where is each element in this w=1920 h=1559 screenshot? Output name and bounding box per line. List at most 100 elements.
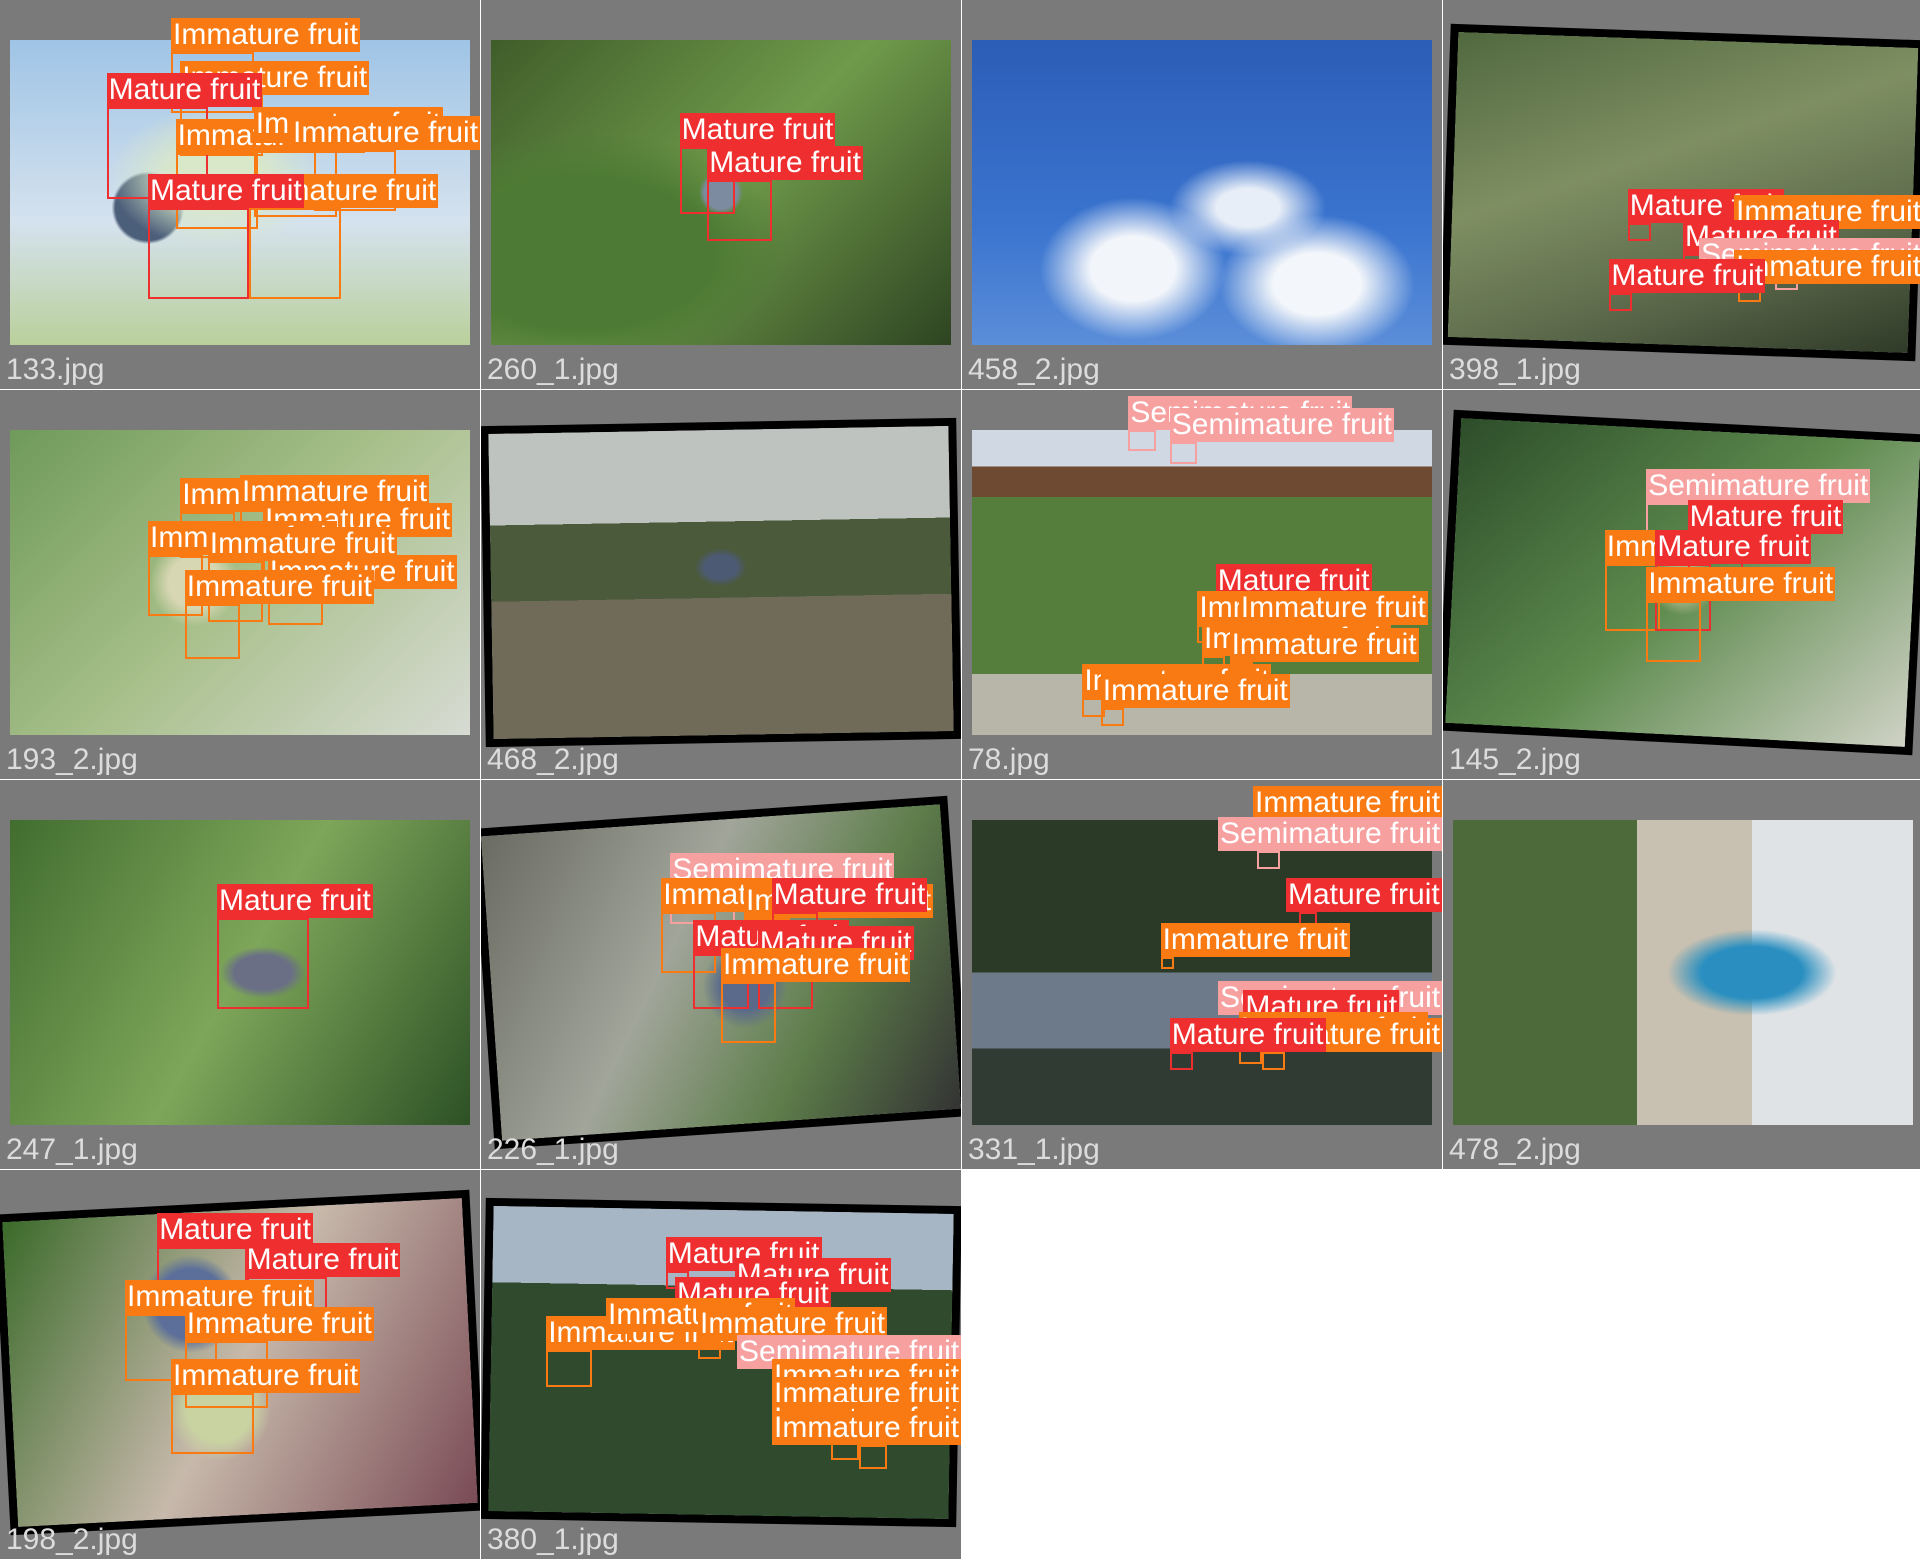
mosaic-tile: 380_1.jpg Mature fruit Mature fruit Mature … <box>481 1170 961 1559</box>
detection-label: Mature fruit <box>106 73 263 108</box>
detection-immature: Immature fruit <box>1238 591 1428 644</box>
detection-label: Immature fruit <box>171 1359 361 1393</box>
tile-filename: 458_2.jpg <box>968 353 1100 386</box>
bounding-box <box>1128 430 1156 452</box>
mosaic-tile: 331_1.jpg Immature fruit Semimature fruit M… <box>962 780 1442 1169</box>
detection-immature: Immature fruit <box>546 1316 736 1387</box>
detection-mature: Mature fruit <box>1609 259 1766 312</box>
detection-label: Immature fruit <box>1253 786 1442 820</box>
mosaic-tile: 193_2.jpg Immature fruit Immature fruit Imm… <box>0 390 480 779</box>
detection-label: Semimature fruit <box>1218 816 1442 851</box>
detection-mature: Mature fruit <box>1627 189 1784 242</box>
detection-label: Immature fruit <box>184 1307 374 1342</box>
detection-label: Mature fruit <box>1609 259 1766 294</box>
bounding-box <box>1627 223 1651 242</box>
detection-immature: Immature fruit <box>1646 566 1836 662</box>
bounding-box <box>606 1332 629 1351</box>
bounding-box <box>217 917 309 1010</box>
mosaic-tile: 398_1.jpg Mature fruit Immature fruit Matur… <box>1443 0 1920 389</box>
bounding-box <box>184 603 240 659</box>
bounding-box <box>1160 957 1175 970</box>
tile-photo <box>1453 820 1913 1125</box>
detection-immature: Immature fruit <box>184 569 374 659</box>
bounding-box <box>148 207 250 300</box>
detection-immature: Immature fruit <box>772 1410 961 1470</box>
detection-label: Mature fruit <box>1169 1017 1326 1052</box>
bounding-box <box>721 981 777 1043</box>
tile-photo <box>10 820 470 1125</box>
detection-label: Immature fruit <box>772 1410 961 1445</box>
detection-label: Immature fruit <box>291 115 480 150</box>
bounding-box <box>1609 293 1633 312</box>
detection-immature: Immature fruit <box>1229 627 1419 681</box>
mosaic-tile: 198_2.jpg Mature fruit Mature fruit Immatur… <box>0 1170 480 1559</box>
detection-mature: Mature fruit <box>106 73 263 199</box>
detection-immature: Immature fruit <box>606 1298 796 1351</box>
tile-filename: 468_2.jpg <box>487 743 619 776</box>
tile-filename: 226_1.jpg <box>487 1133 619 1166</box>
detection-label: Immature fruit <box>1100 673 1290 708</box>
tile-filename: 398_1.jpg <box>1449 353 1581 386</box>
detection-mature: Mature fruit <box>217 883 373 1010</box>
tile-photo <box>972 820 1432 1125</box>
bounding-box <box>707 180 772 242</box>
bounding-box <box>859 1444 887 1470</box>
tile-photo <box>491 40 951 345</box>
tile-filename: 133.jpg <box>6 353 105 386</box>
mosaic-tile: 260_1.jpg Mature fruit Mature fruit <box>481 0 961 389</box>
tile-filename: 145_2.jpg <box>1449 743 1581 776</box>
detection-label: Semimature fruit <box>1169 408 1394 443</box>
detection-label: Immature fruit <box>1229 627 1419 662</box>
detection-mature: Mature fruit <box>244 1243 401 1339</box>
tile-photo <box>488 426 954 739</box>
detection-label: Mature fruit <box>707 146 863 181</box>
detection-immature: Immature fruit <box>721 947 911 1043</box>
bounding-box <box>1169 1051 1193 1071</box>
detection-mature: Mature fruit <box>1169 1017 1326 1071</box>
detection-immature: Immature fruit <box>1100 673 1290 726</box>
mosaic-tile: 458_2.jpg <box>962 0 1442 389</box>
mosaic-tile: 478_2.jpg <box>1443 780 1920 1169</box>
tile-filename: 331_1.jpg <box>968 1133 1100 1166</box>
detection-label: Mature fruit <box>244 1243 401 1278</box>
detection-label: Immature fruit <box>171 18 361 53</box>
detection-label: Mature fruit <box>1687 499 1844 534</box>
detection-mature: Mature fruit <box>1655 530 1812 632</box>
detection-immature: Immature fruit <box>171 1359 361 1454</box>
detection-immature: Immature fruit <box>698 1307 888 1360</box>
detection-label: Mature fruit <box>217 883 373 918</box>
tile-filename: 478_2.jpg <box>1449 1133 1581 1166</box>
detection-label: Mature fruit <box>1655 530 1812 565</box>
detection-label: Mature fruit <box>771 877 928 912</box>
detection-label: Mature fruit <box>679 112 836 147</box>
detection-semimature: Semimature fruit <box>1218 816 1442 869</box>
mosaic-tile: 468_2.jpg <box>481 390 961 779</box>
mosaic-tile: 133.jpg Immature fruit Immature fruit Matur… <box>0 0 480 389</box>
tile-filename: 78.jpg <box>968 743 1050 776</box>
detection-immature: Immature fruit <box>249 173 439 300</box>
bounding-box <box>698 1341 721 1360</box>
tile-photo <box>972 40 1432 345</box>
detection-label: Immature fruit <box>721 947 911 982</box>
tile-filename: 193_2.jpg <box>6 743 138 776</box>
tile-filename: 260_1.jpg <box>487 353 619 386</box>
detection-label: Semimature fruit <box>1646 469 1871 504</box>
mosaic-tile: 247_1.jpg Mature fruit <box>0 780 480 1169</box>
bounding-box <box>1257 850 1281 869</box>
bounding-box <box>171 1393 254 1454</box>
detection-immature: Immature fruit <box>184 1307 374 1409</box>
detection-semimature: Semimature fruit <box>1169 408 1394 464</box>
detection-mature: Mature fruit <box>707 146 863 242</box>
bounding-box <box>1646 600 1702 662</box>
detection-semimature: Semimature fruit <box>1128 396 1353 452</box>
bounding-box <box>1100 707 1124 726</box>
detection-mature: Mature fruit <box>148 173 304 300</box>
bounding-box <box>1261 1051 1285 1071</box>
bounding-box <box>546 1350 593 1387</box>
tile-filename: 247_1.jpg <box>6 1133 138 1166</box>
tile-filename: 380_1.jpg <box>487 1523 619 1556</box>
